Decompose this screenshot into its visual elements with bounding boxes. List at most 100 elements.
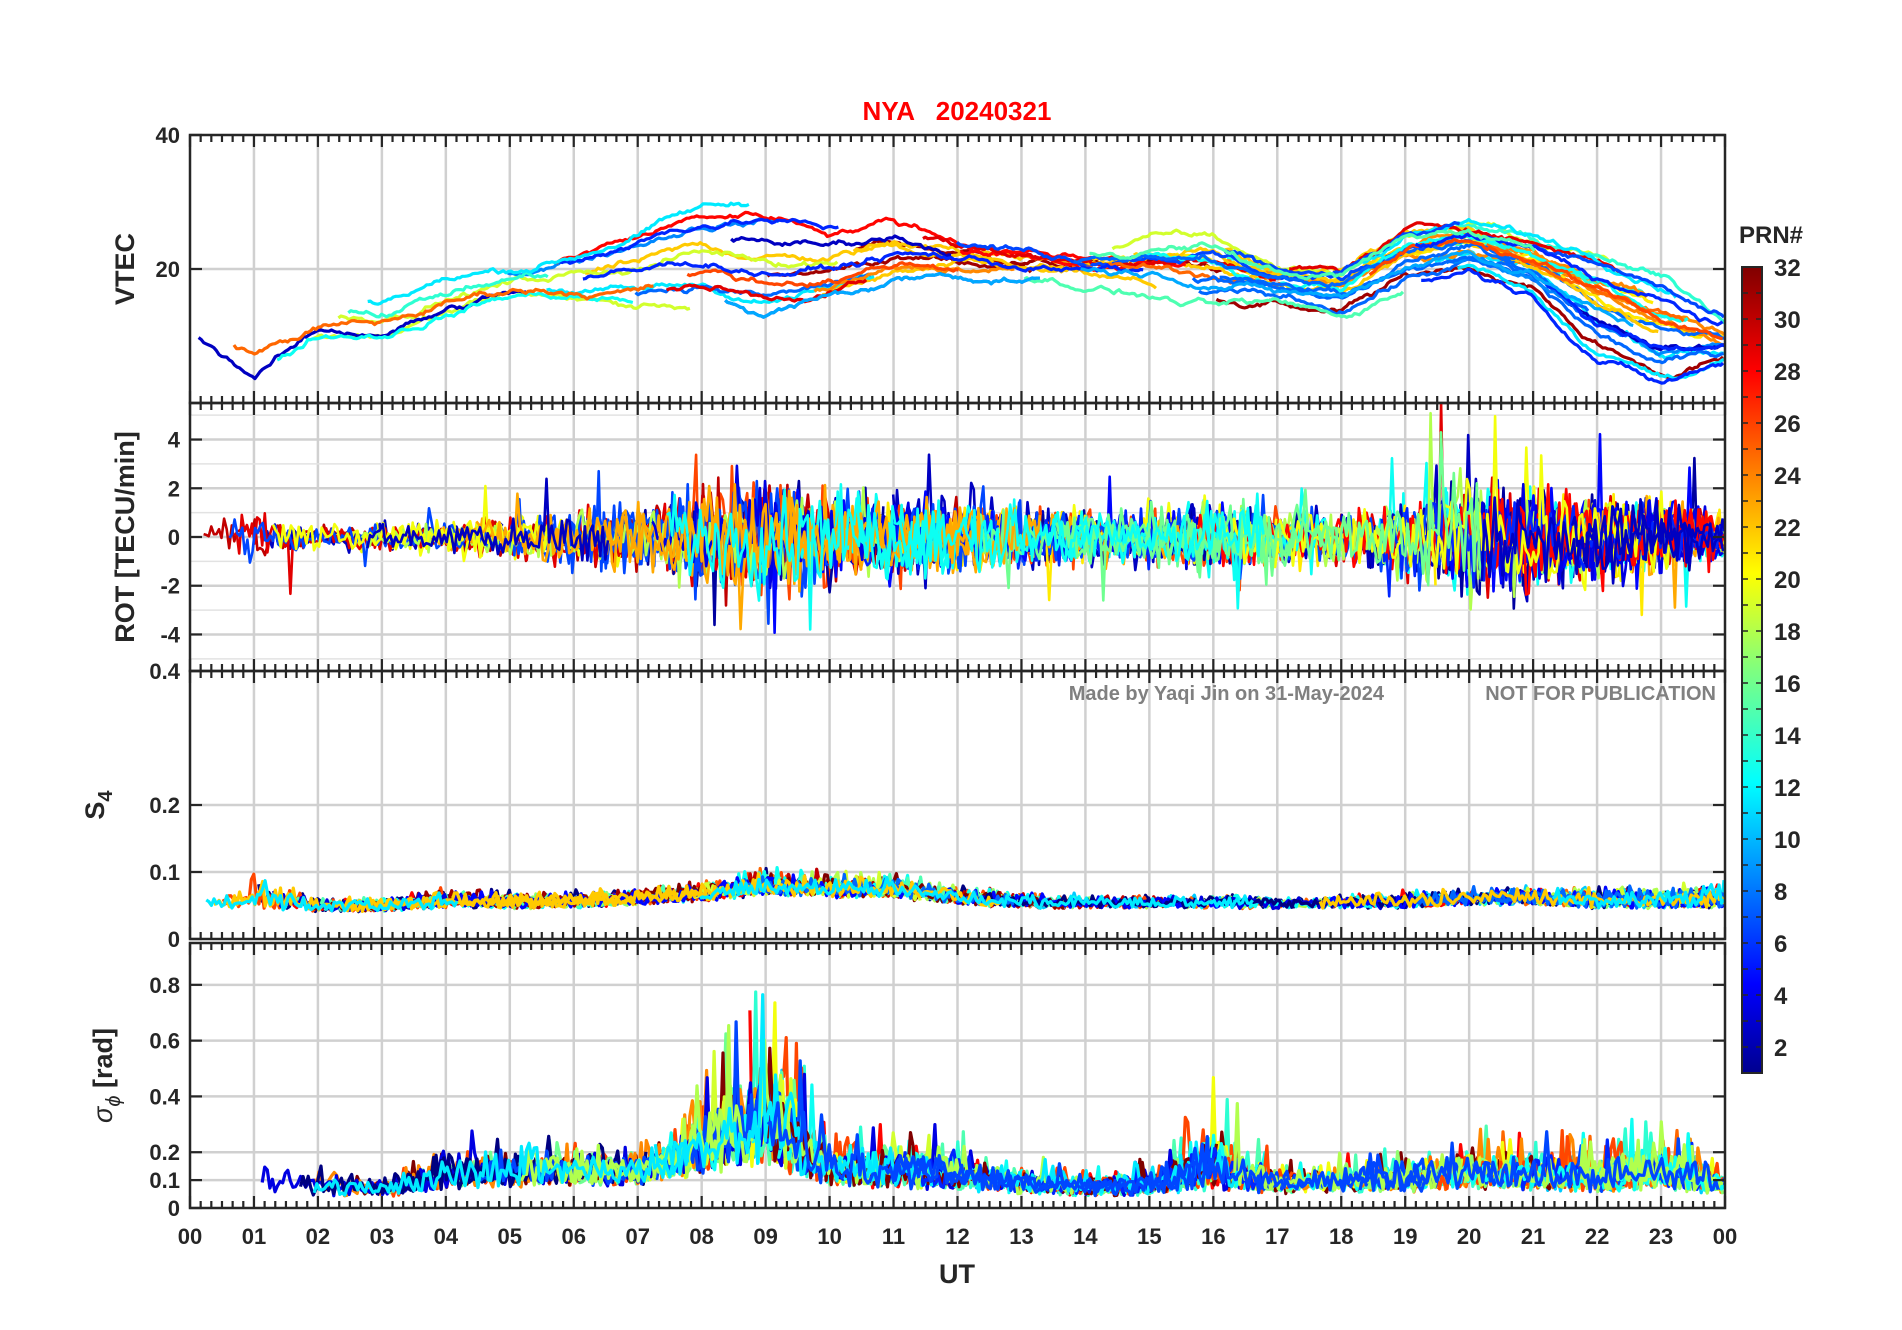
colorbar-tick-label: 18 (1774, 619, 1801, 646)
x-tick-label: 16 (1201, 1224, 1225, 1249)
y-tick-label: 0.1 (149, 860, 180, 885)
colorbar-tick-label: 2 (1774, 1035, 1787, 1062)
y-tick-label: 0.4 (149, 1084, 180, 1109)
x-tick-label: 05 (498, 1224, 522, 1249)
colorbar-gradient (1741, 266, 1763, 1074)
y-tick-label: 0.8 (149, 973, 180, 998)
x-tick-label: 07 (625, 1224, 649, 1249)
x-tick-label: 19 (1393, 1224, 1417, 1249)
trace-prn-6 (582, 250, 1144, 281)
colorbar-tick-label: 6 (1774, 931, 1787, 958)
trace-prn-3 (1570, 499, 1725, 585)
trace-prn-10 (1080, 250, 1634, 328)
trace-prn-3 (730, 234, 952, 258)
trace-prn-7 (1223, 221, 1461, 277)
trace-prn-13 (276, 290, 634, 362)
trace-prn-3 (1480, 496, 1725, 584)
trace-prn-7 (766, 1101, 1212, 1198)
y-tick-label: 0 (168, 927, 180, 952)
trace-prn-22 (585, 241, 1116, 275)
x-tick-label: 18 (1329, 1224, 1353, 1249)
x-tick-label: 00 (1713, 1224, 1737, 1249)
trace-prn-26 (686, 261, 959, 289)
trace-prn-25 (232, 283, 654, 356)
y-tick-label: 0.1 (149, 1168, 180, 1193)
trace-prn-16 (1055, 497, 1342, 587)
x-tick-label: 17 (1265, 1224, 1289, 1249)
trace-prn-15 (1089, 228, 1536, 281)
trace-prn-19 (337, 249, 839, 324)
trace-prn-10 (724, 272, 1040, 319)
trace-prn-13 (666, 482, 950, 631)
s4-x-ticks (188, 671, 1727, 939)
x-tick-label: 04 (434, 1224, 459, 1249)
colorbar-tick-label: 26 (1774, 411, 1801, 438)
y-tick-label: 2 (168, 476, 180, 501)
rot-y-ticks: -4 -2 0 2 4 (160, 428, 1725, 647)
trace-prn-3 (366, 477, 610, 562)
trace-prn-12 (367, 201, 750, 306)
colorbar-tick-label: 32 (1774, 255, 1801, 282)
s4-y-ticks: 0 0.1 0.2 0.4 (149, 659, 1725, 952)
vtec-traces (197, 201, 1725, 385)
trace-prn-1 (298, 1134, 584, 1197)
trace-prn-12 (699, 875, 1254, 910)
colorbar-tick-label: 22 (1774, 515, 1801, 542)
trace-prn-6 (1414, 232, 1724, 327)
y-tick-label: 0.6 (149, 1029, 180, 1054)
colorbar-tick-label: 30 (1774, 307, 1801, 334)
x-tick-label: 01 (242, 1224, 266, 1249)
trace-prn-15 (1023, 276, 1405, 319)
x-tick-label: 09 (753, 1224, 777, 1249)
y-tick-label: 40 (156, 123, 180, 148)
x-tick-label: 22 (1585, 1224, 1609, 1249)
trace-prn-12 (312, 1138, 690, 1197)
sigma_phi-y-label: σϕ [rad] (88, 1028, 125, 1123)
y-tick-label: -4 (160, 622, 180, 647)
x-tick-label: 03 (370, 1224, 394, 1249)
trace-prn-7 (1358, 1130, 1720, 1194)
colorbar-tick-label: 16 (1774, 671, 1801, 698)
vtec-x-ticks (188, 135, 1727, 403)
x-axis-label: UT (939, 1259, 975, 1289)
s4-traces (205, 865, 1725, 914)
vtec-y-label: VTEC (110, 233, 140, 305)
trace-prn-28 (555, 210, 1120, 265)
x-tick-label: 20 (1457, 1224, 1481, 1249)
sigma_phi-x-ticks (188, 943, 1727, 1208)
watermark-credit: Made by Yaqi Jin on 31-May-2024 (1069, 683, 1385, 705)
y-tick-label: -2 (160, 574, 180, 599)
trace-prn-7 (1523, 243, 1725, 319)
figure-title: NYA 20240321 (863, 96, 1052, 126)
sigma-symbol: σ (88, 1105, 118, 1123)
x-tick-label: 13 (1009, 1224, 1033, 1249)
x-tick-label: 14 (1073, 1224, 1098, 1249)
x-tick-label: 11 (882, 1224, 905, 1249)
trace-prn-14 (347, 271, 549, 319)
y-tick-label: 0 (168, 525, 180, 550)
s4-label-sub: 4 (95, 790, 117, 802)
x-tick-labels: 00 01 02 03 04 05 06 07 08 09 10 11 12 13 14 15 16 17 18 19… (178, 1224, 1737, 1249)
s4-panel: 0 0.1 0.2 0.4 S4 (80, 659, 1727, 952)
watermark-notice: NOT FOR PUBLICATION (1485, 683, 1716, 705)
trace-prn-9 (507, 216, 780, 277)
x-tick-label: 00 (178, 1224, 202, 1249)
trace-prn-6 (1421, 267, 1725, 385)
y-tick-label: 4 (168, 428, 181, 453)
colorbar-tick-label: 14 (1774, 723, 1801, 750)
y-tick-label: 20 (156, 257, 180, 282)
sigma_phi-panel: 0 0.1 0.2 0.4 0.6 0.8 σϕ [rad] (88, 941, 1727, 1221)
trace-prn-6 (559, 217, 839, 265)
colorbar-title: PRN# (1739, 222, 1803, 249)
sigma_phi-y-ticks: 0 0.1 0.2 0.4 0.6 0.8 (149, 973, 1725, 1221)
y-tick-label: 0.2 (149, 1140, 180, 1165)
colorbar-tick-label: 4 (1774, 983, 1788, 1010)
x-tick-label: 23 (1649, 1224, 1673, 1249)
trace-prn-6 (1544, 282, 1725, 352)
x-tick-label: 08 (689, 1224, 713, 1249)
